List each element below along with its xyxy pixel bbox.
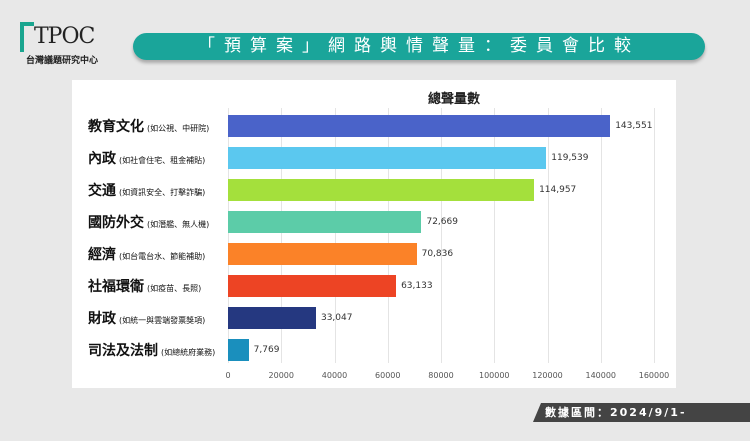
data-label: 119,539 [551, 153, 589, 163]
category-note: (如資訊安全、打擊詐騙) [119, 188, 206, 197]
category-name: 內政 [88, 151, 116, 167]
category-note: (如社會住宅、租金補貼) [119, 156, 206, 165]
category-name: 交通 [88, 183, 116, 199]
category-name: 經濟 [88, 247, 116, 263]
x-tick-label: 20000 [268, 371, 294, 380]
category-label: 經濟 (如台電台水、節能補助) [88, 244, 205, 264]
category-name: 國防外交 [88, 215, 144, 231]
gridline [281, 108, 283, 363]
category-name: 社福環衛 [88, 279, 144, 295]
logo-text: TPOC [34, 24, 95, 49]
bar [228, 179, 535, 201]
date-range-badge: 數據區間：2024/9/1-2025/2/5 [533, 403, 750, 422]
bar [228, 211, 422, 233]
bar [228, 115, 611, 137]
x-tick-label: 80000 [428, 371, 454, 380]
gridline [547, 108, 549, 363]
category-label: 社福環衛 (如疫苗、長照) [88, 276, 201, 296]
gridline [387, 108, 389, 363]
gridline [441, 108, 442, 363]
data-label: 7,769 [253, 345, 280, 355]
category-note: (如統一與雲端發票獎項) [119, 316, 206, 325]
x-tick-label: 160000 [638, 371, 670, 380]
bar [228, 339, 249, 361]
category-note: (如台電台水、節能補助) [119, 252, 206, 261]
category-label: 教育文化 (如公視、中研院) [88, 116, 209, 136]
bar [228, 243, 417, 265]
category-note: (如總統府業務) [161, 348, 216, 357]
category-label: 交通 (如資訊安全、打擊詐騙) [88, 180, 205, 200]
category-name: 司法及法制 [88, 343, 158, 359]
gridline [334, 108, 336, 363]
x-tick-label: 120000 [532, 371, 563, 380]
category-note: (如疫苗、長照) [147, 284, 202, 293]
category-name: 教育文化 [88, 119, 144, 135]
category-note: (如潛艦、無人機) [147, 220, 210, 229]
x-tick-label: 140000 [585, 371, 617, 380]
x-tick-label: 60000 [375, 371, 401, 380]
gridline [654, 108, 655, 363]
x-tick-label: 100000 [478, 371, 510, 380]
logo-subtitle: 台灣議題研究中心 [26, 56, 99, 66]
data-label: 33,047 [320, 313, 353, 323]
page-title: 「預算案」網路輿情聲量：委員會比較 [133, 33, 705, 60]
category-label: 內政 (如社會住宅、租金補貼) [88, 148, 205, 168]
data-label: 63,133 [401, 281, 433, 291]
gridline [600, 108, 602, 363]
category-label: 財政 (如統一與雲端發票獎項) [88, 308, 205, 328]
data-label: 114,957 [539, 185, 577, 195]
chart-title: 總聲量數 [427, 92, 480, 107]
bar [228, 307, 316, 329]
bar [228, 147, 547, 169]
logo-mark-icon [20, 22, 34, 52]
category-label: 國防外交 (如潛艦、無人機) [88, 212, 209, 232]
data-label: 72,669 [426, 217, 458, 227]
gridline [228, 108, 229, 363]
bar-chart: 總聲量數 0 20000 40000 60000 80000 100000 120000 14… [72, 80, 676, 388]
x-tick-label: 0 [225, 371, 231, 380]
x-tick-label: 40000 [321, 371, 348, 380]
gridline [494, 108, 496, 363]
tpoc-logo: TPOC 台灣議題研究中心 [18, 16, 118, 66]
category-note: (如公視、中研院) [147, 124, 210, 133]
category-label: 司法及法制 (如總統府業務) [88, 340, 215, 360]
bar [228, 275, 397, 297]
category-name: 財政 [88, 311, 116, 327]
data-label: 70,836 [421, 249, 454, 259]
data-label: 143,551 [615, 121, 653, 131]
